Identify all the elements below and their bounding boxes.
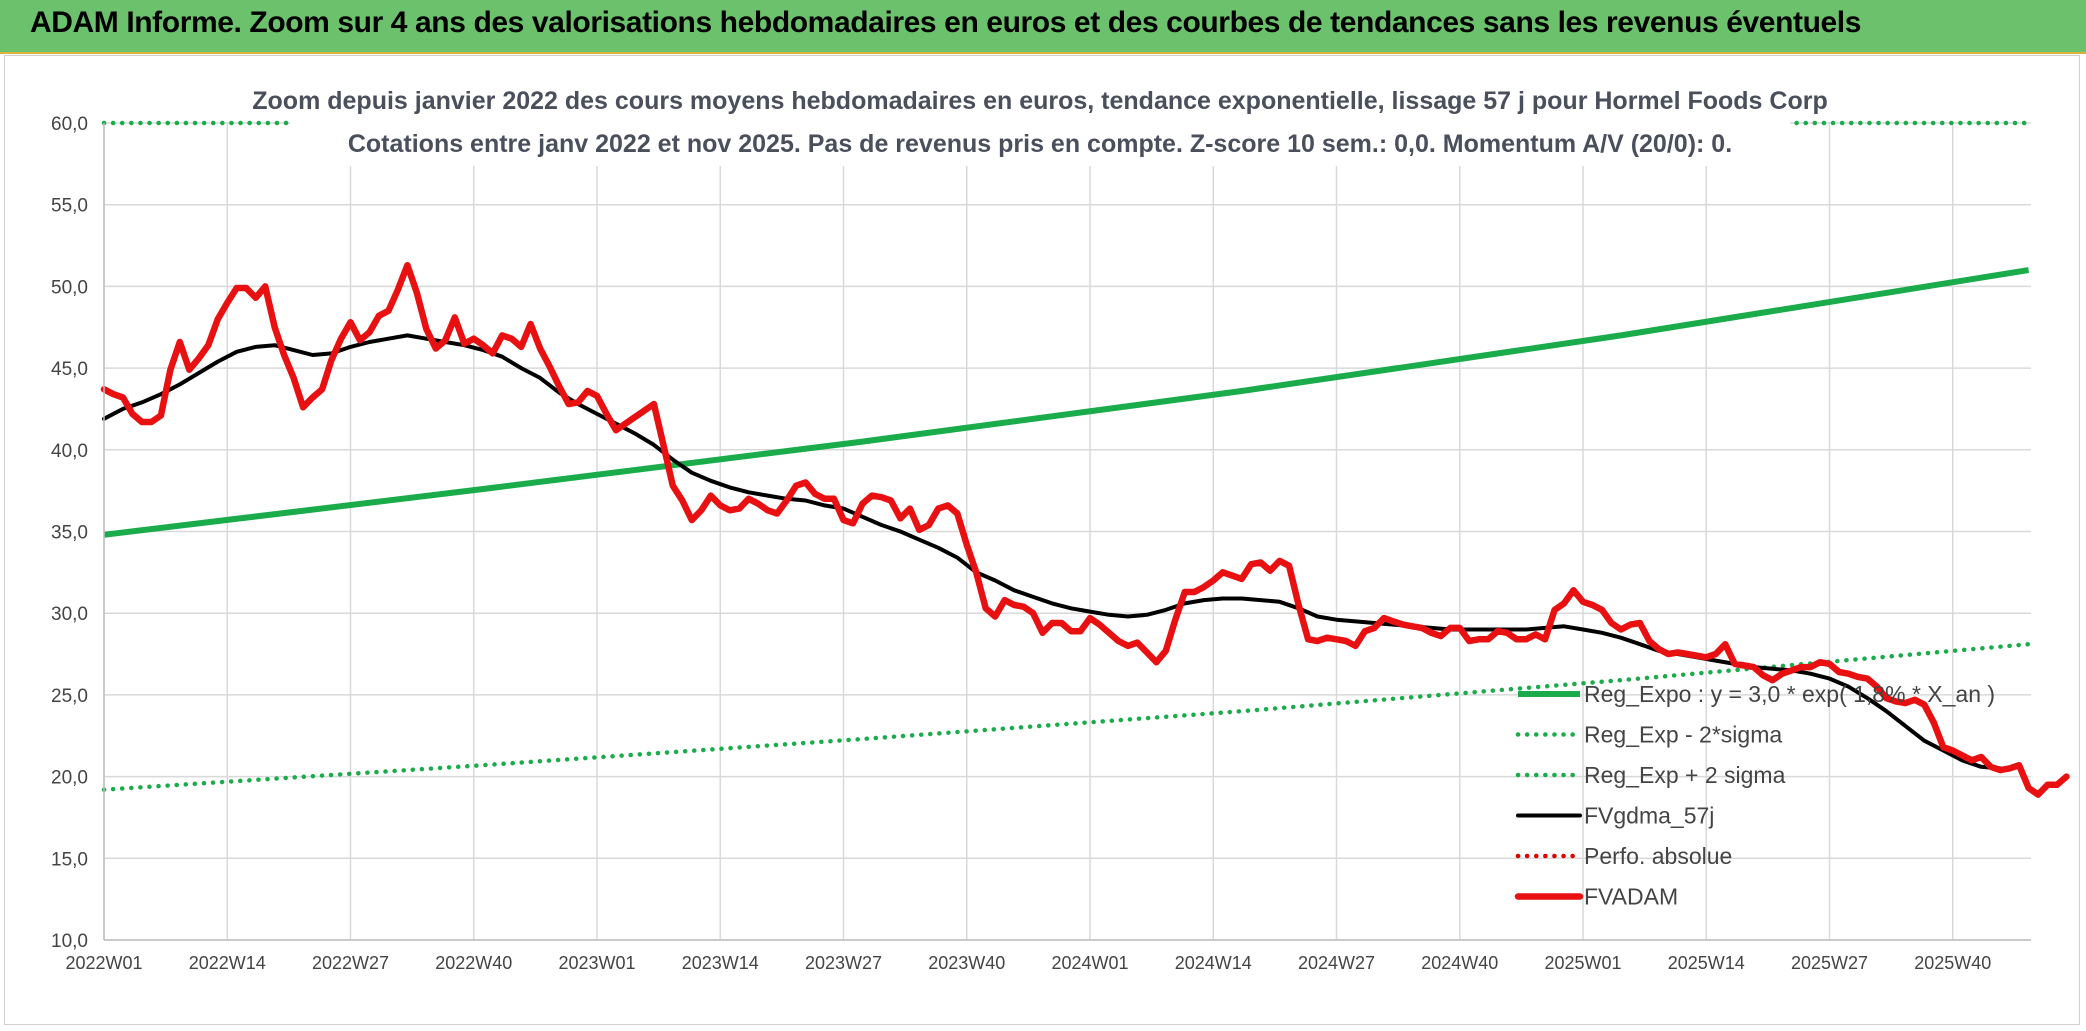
- series-fvadam: [100, 261, 2070, 798]
- series-reg-exp-2-sigma: [101, 641, 2031, 792]
- chart-subtitle: Cotations entre janv 2022 et nov 2025. P…: [348, 130, 1732, 158]
- x-tick-label: 2025W40: [1914, 953, 1991, 973]
- x-tick-label: 2022W01: [65, 953, 142, 973]
- x-tick-label: 2025W27: [1791, 953, 1868, 973]
- axes: 10,0 15,0 20,0 25,0 30,0 35,0 40,0 45,0 50,0 55,0…: [51, 114, 2031, 973]
- report-title: ADAM Informe. Zoom sur 4 ans des valoris…: [30, 6, 1862, 39]
- x-tick-label: 2025W01: [1544, 953, 1621, 973]
- legend-label: Reg_Exp - 2*sigma: [1584, 722, 1782, 748]
- x-tick-label: 2024W40: [1421, 953, 1498, 973]
- y-tick-label: 15,0: [51, 849, 88, 870]
- legend: Reg_Expo : y = 3,0 * exp( 1,8% * X_an ) R…: [1514, 681, 1995, 910]
- y-tick-label: 10,0: [51, 931, 88, 952]
- x-tick-label: 2024W01: [1051, 953, 1128, 973]
- chart-frame: [4, 55, 2080, 1025]
- x-tick-label: 2024W27: [1298, 953, 1375, 973]
- x-tick-label: 2022W40: [435, 953, 512, 973]
- x-tick-label: 2022W27: [312, 953, 389, 973]
- x-tick-label: 2023W40: [928, 953, 1005, 973]
- gridlines: [103, 122, 2031, 941]
- x-tick-label: 2025W14: [1668, 953, 1745, 973]
- chart-titles: Zoom depuis janvier 2022 des cours moyen…: [252, 80, 1828, 166]
- legend-label: Perfo. absolue: [1584, 843, 1732, 869]
- y-tick-label: 35,0: [51, 523, 88, 544]
- x-tick-label: 2022W14: [189, 953, 266, 973]
- y-tick-label: 45,0: [51, 359, 88, 380]
- y-tick-label: 20,0: [51, 768, 88, 789]
- legend-label: FVgdma_57j: [1584, 803, 1714, 829]
- y-tick-label: 25,0: [51, 686, 88, 707]
- y-tick-label: 55,0: [51, 196, 88, 217]
- y-tick-label: 60,0: [51, 114, 88, 135]
- x-tick-label: 2024W14: [1175, 953, 1252, 973]
- y-tick-label: 30,0: [51, 604, 88, 625]
- series-reg-expo-y-3-0-exp-1-8-x-an: [103, 267, 2030, 538]
- x-tick-label: 2023W01: [558, 953, 635, 973]
- y-tick-label: 40,0: [51, 441, 88, 462]
- header-banner: ADAM Informe. Zoom sur 4 ans des valoris…: [0, 0, 2086, 54]
- legend-label: Reg_Expo : y = 3,0 * exp( 1,8% * X_an ): [1584, 681, 1995, 707]
- legend-label: FVADAM: [1584, 884, 1678, 910]
- x-tick-label: 2023W14: [682, 953, 759, 973]
- legend-label: Reg_Exp + 2 sigma: [1584, 762, 1786, 788]
- title-background: [290, 80, 1790, 166]
- y-tick-label: 50,0: [51, 277, 88, 298]
- chart-title: Zoom depuis janvier 2022 des cours moyen…: [252, 87, 1827, 115]
- x-tick-label: 2023W27: [805, 953, 882, 973]
